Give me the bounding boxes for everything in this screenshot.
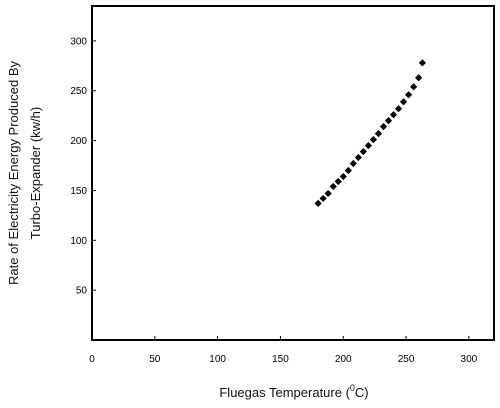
- data-point: [354, 153, 362, 162]
- x-axis-title-superscript: 0: [350, 383, 355, 393]
- x-tick-label: 250: [398, 354, 415, 365]
- data-point: [374, 130, 383, 138]
- data-point: [324, 189, 332, 198]
- data-point: [364, 141, 372, 150]
- data-point: [344, 166, 352, 175]
- y-tick-label: 50: [76, 286, 88, 297]
- data-point: [394, 105, 403, 113]
- data-point: [319, 194, 327, 203]
- y-tick-label: 100: [70, 236, 87, 247]
- data-point: [404, 91, 413, 99]
- data-point: [334, 177, 342, 186]
- x-axis-ticks: 0 50 100 150 200 250 300: [89, 336, 478, 365]
- y-tick-label: 300: [70, 36, 87, 47]
- plot-frame: [91, 5, 495, 341]
- x-tick-label: 50: [149, 354, 161, 365]
- y-tick-label: 150: [70, 186, 87, 197]
- data-point: [384, 117, 393, 125]
- data-point: [379, 123, 388, 131]
- x-tick-label: 300: [461, 354, 478, 365]
- data-point: [314, 199, 322, 208]
- x-tick-label: 150: [272, 354, 289, 365]
- y-axis-title-line-2: Turbo-Expander (kw/h): [28, 107, 43, 239]
- x-axis-title: Fluegas Temperature (0C): [219, 383, 368, 400]
- data-point: [410, 83, 418, 91]
- data-point: [399, 98, 408, 106]
- data-point: [418, 59, 426, 67]
- y-tick-label: 250: [70, 86, 87, 97]
- data-point: [329, 182, 337, 191]
- data-point: [415, 74, 423, 82]
- y-axis-ticks: 50 100 150 200 250 300: [70, 36, 96, 297]
- data-point: [349, 159, 357, 168]
- x-tick-label: 200: [335, 354, 352, 365]
- y-axis-title: Rate of Electricity Energy Produced By T…: [6, 61, 43, 285]
- x-axis-title-suffix: C): [355, 385, 369, 400]
- data-point: [339, 172, 347, 181]
- x-axis-title-prefix: Fluegas Temperature (: [219, 385, 350, 400]
- y-axis-title-line-1: Rate of Electricity Energy Produced By: [6, 61, 21, 285]
- data-point: [359, 147, 367, 156]
- x-tick-label: 0: [89, 354, 95, 365]
- data-points: [314, 59, 426, 208]
- data-point: [389, 111, 398, 119]
- y-tick-label: 200: [70, 136, 87, 147]
- data-point: [369, 136, 377, 144]
- x-tick-label: 100: [209, 354, 226, 365]
